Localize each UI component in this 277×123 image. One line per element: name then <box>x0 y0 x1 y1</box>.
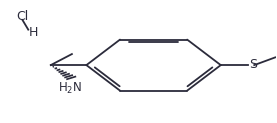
Text: Cl: Cl <box>16 10 29 23</box>
Text: H: H <box>29 26 38 39</box>
Text: S: S <box>250 58 258 71</box>
Text: H$_2$N: H$_2$N <box>58 81 82 96</box>
